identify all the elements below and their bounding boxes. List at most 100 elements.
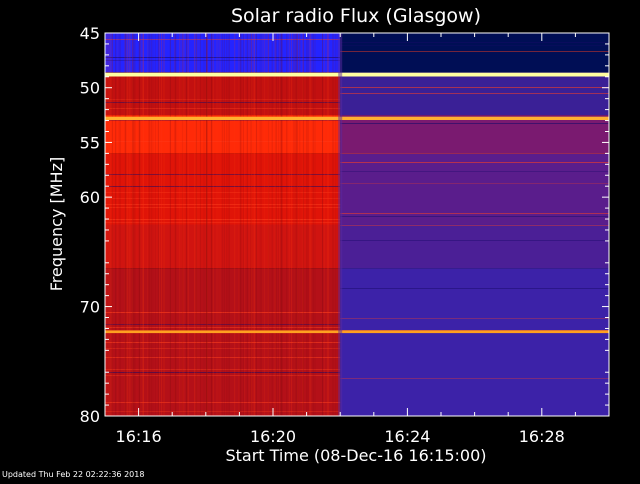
spectrum-texture-column bbox=[322, 33, 323, 416]
spectrum-texture-column bbox=[106, 33, 108, 416]
x-tick-label-1616: 16:16 bbox=[116, 427, 162, 446]
spectrum-texture-column bbox=[182, 33, 184, 416]
spectrum-texture-column bbox=[142, 33, 144, 416]
spectrum-texture-column bbox=[133, 33, 135, 416]
spectrum-texture-line bbox=[340, 183, 609, 184]
spectrum-texture-column bbox=[259, 33, 261, 416]
spectrum-texture-column bbox=[302, 33, 304, 416]
y-tick-label-80: 80 bbox=[80, 407, 100, 426]
spectrum-texture-column bbox=[250, 33, 252, 416]
spectrum-texture-line bbox=[105, 357, 341, 358]
spectrum-texture-line bbox=[340, 51, 609, 52]
spectrum-texture-line bbox=[340, 240, 609, 241]
spectrum-texture-column bbox=[218, 33, 220, 416]
spectrum-texture-column bbox=[111, 33, 113, 416]
spectrum-texture-column bbox=[152, 33, 154, 416]
spectrum-texture-column bbox=[139, 33, 141, 416]
spectrum-texture-column bbox=[108, 33, 110, 416]
spectrum-texture-column bbox=[306, 33, 308, 416]
x-tick-label-1624: 16:24 bbox=[384, 427, 430, 446]
spectrum-texture-column bbox=[182, 33, 184, 416]
spectrum-texture-column bbox=[187, 33, 189, 416]
spectrum-texture-line bbox=[105, 141, 341, 142]
spectrum-texture-column bbox=[119, 33, 121, 416]
spectrum-texture-column bbox=[266, 33, 268, 416]
spectrum-texture-column bbox=[174, 33, 176, 416]
spectrum-region-5-after bbox=[340, 268, 609, 416]
spectrum-texture-column bbox=[250, 33, 252, 416]
spectrum-region-3-after bbox=[340, 153, 609, 225]
spectrum-region-2-after bbox=[340, 115, 609, 154]
spectrum-texture-column bbox=[211, 33, 212, 416]
spectrum-texture-column bbox=[336, 33, 338, 416]
spectrum-texture-line bbox=[340, 213, 609, 214]
spectrum-texture-column bbox=[150, 33, 152, 416]
spectrum-texture-column bbox=[124, 33, 126, 416]
spectrum-region-4-after bbox=[340, 224, 609, 269]
spectrum-texture-column bbox=[138, 33, 140, 416]
spectrum-texture-column bbox=[310, 33, 312, 416]
spectrum-texture-column bbox=[163, 33, 165, 416]
spectrum-texture-column bbox=[296, 33, 298, 416]
spectrum-texture-column bbox=[279, 33, 280, 416]
spectrum-texture-column bbox=[238, 33, 240, 416]
spectrum-texture-column bbox=[163, 33, 165, 416]
spectrum-texture-column bbox=[125, 33, 127, 416]
spectrum-texture-line bbox=[105, 222, 341, 223]
spectrum-texture-column bbox=[206, 33, 208, 416]
spectrum-texture-line bbox=[105, 348, 341, 349]
spectrum-texture-column bbox=[310, 33, 312, 416]
y-tick-label-70: 70 bbox=[80, 298, 100, 317]
spectrum-texture-column bbox=[328, 33, 330, 416]
emission-line-1 bbox=[105, 116, 609, 120]
spectrum-texture-column bbox=[195, 33, 197, 416]
spectrum-texture-column bbox=[127, 33, 129, 416]
x-axis: 16:16 16:20 16:24 16:28 bbox=[104, 33, 610, 446]
spectrum-texture-column bbox=[254, 33, 255, 416]
spectrum-texture-line bbox=[340, 216, 609, 217]
spectrum-texture-line bbox=[105, 327, 341, 328]
spectrum-texture-column bbox=[281, 33, 283, 416]
spectrum-texture-column bbox=[240, 33, 242, 416]
spectrum-texture-line bbox=[105, 324, 341, 325]
spectrum-texture-column bbox=[274, 33, 276, 416]
spectrum-texture-column bbox=[173, 33, 175, 416]
spectrum-texture-column bbox=[198, 33, 200, 416]
spectrum-texture-column bbox=[307, 33, 309, 416]
spectrum-texture-column bbox=[280, 33, 282, 416]
spectrum-texture-column bbox=[141, 33, 143, 416]
emission-line-0 bbox=[105, 72, 609, 77]
spectrum-region-3-before bbox=[105, 153, 341, 225]
plot-area bbox=[105, 33, 609, 416]
spectrum-texture-column bbox=[143, 33, 144, 416]
spectrum-texture-line bbox=[105, 99, 341, 100]
spectrum-texture-column bbox=[170, 33, 171, 416]
spectrum-texture-column bbox=[194, 33, 195, 416]
spectrum-texture-line bbox=[105, 369, 341, 370]
spectrum-texture-column bbox=[199, 33, 201, 416]
y-tick-label-50: 50 bbox=[80, 79, 100, 98]
spectrum-texture-column bbox=[288, 33, 290, 416]
spectrum-texture-column bbox=[110, 33, 112, 416]
spectrum-texture-column bbox=[126, 33, 128, 416]
spectrum-texture-line bbox=[105, 186, 341, 187]
spectrum-texture-column bbox=[185, 33, 187, 416]
spectrum-texture-column bbox=[115, 33, 117, 416]
spectrum-texture-column bbox=[309, 33, 310, 416]
spectrum-texture-column bbox=[148, 33, 150, 416]
spectrum-texture-line bbox=[340, 225, 609, 226]
spectrum-texture-column bbox=[158, 33, 160, 416]
spectrum-texture-column bbox=[206, 33, 208, 416]
spectrum-texture-column bbox=[117, 33, 119, 416]
spectrum-texture-column bbox=[261, 33, 263, 416]
spectrum-texture-column bbox=[244, 33, 245, 416]
spectrum-texture-column bbox=[129, 33, 130, 416]
chart-title: Solar radio Flux (Glasgow) bbox=[231, 5, 481, 27]
emission-line-2 bbox=[105, 330, 609, 334]
spectrum-texture-column bbox=[251, 33, 253, 416]
spectrum-texture-column bbox=[226, 33, 228, 416]
spectrum-texture-column bbox=[227, 33, 229, 416]
spectrum-texture-column bbox=[299, 33, 301, 416]
